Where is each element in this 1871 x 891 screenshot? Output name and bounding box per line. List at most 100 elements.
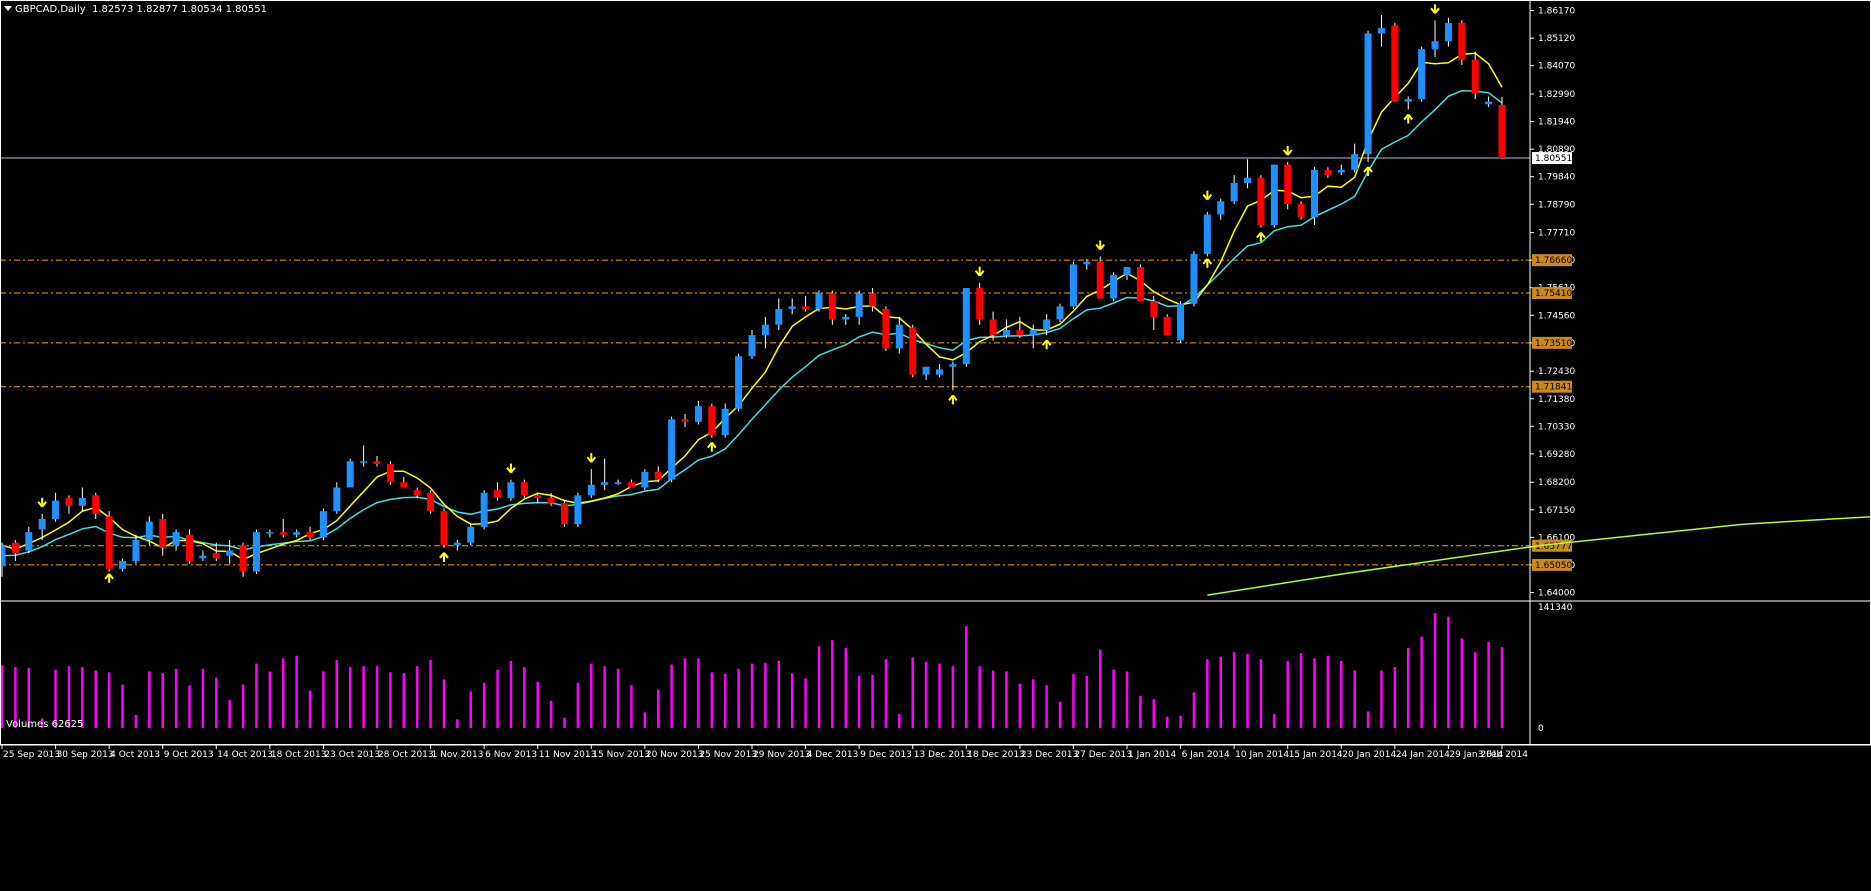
candle-body — [1337, 169, 1345, 173]
candle — [453, 539, 461, 551]
fractal-up-arrow — [1403, 113, 1414, 124]
candle-body — [614, 482, 622, 484]
fractal-down-arrow — [974, 266, 985, 277]
candle-body — [909, 327, 917, 375]
candle — [507, 479, 515, 501]
fractal-up-arrow — [439, 552, 449, 562]
candle — [1163, 314, 1171, 336]
candle-body — [828, 293, 836, 320]
candle-body — [1458, 22, 1466, 60]
candle-body — [802, 306, 810, 310]
candle-body — [467, 526, 475, 543]
candle-body — [1498, 105, 1506, 159]
candle — [186, 529, 193, 564]
candle — [1257, 175, 1265, 228]
candle-body — [226, 550, 234, 556]
candle — [721, 403, 729, 438]
outer-frame — [0, 0, 1871, 745]
chart-frame — [0, 0, 1871, 746]
date-label: 15 Jan 2014 — [1289, 750, 1343, 760]
candle — [1418, 46, 1426, 102]
level-price-label: 1.76660 — [1535, 256, 1572, 266]
date-label: 29 Nov 2013 — [753, 750, 811, 760]
candle-body — [1083, 261, 1091, 265]
candle — [11, 539, 19, 561]
candle — [293, 529, 301, 538]
candle-body — [1471, 59, 1479, 94]
price-tick-label: 1.78790 — [1538, 200, 1575, 210]
price-tick-label: 1.85120 — [1538, 34, 1575, 44]
candle-body — [1244, 177, 1252, 184]
moving-averages — [1, 52, 1871, 596]
date-label: 13 Dec 2013 — [914, 750, 972, 760]
candle — [828, 290, 836, 325]
level-price-tag — [1532, 336, 1572, 349]
ma-fast-line — [1, 52, 1503, 561]
volume-max-label: 141340 — [1538, 603, 1573, 613]
date-label: 30 Sep 2013 — [57, 750, 114, 760]
candle-body — [453, 542, 461, 546]
candle — [1230, 175, 1238, 205]
candle-body — [333, 487, 341, 512]
date-label: 1 Nov 2013 — [432, 750, 484, 760]
candle-body — [1377, 28, 1385, 34]
candle — [65, 495, 73, 514]
candle — [1177, 301, 1185, 344]
ma-mid-line — [1, 89, 1503, 557]
candle — [145, 516, 153, 546]
candle — [1203, 211, 1211, 257]
candle — [761, 316, 769, 349]
candle-body — [1297, 204, 1305, 218]
date-label: 15 Nov 2013 — [592, 750, 650, 760]
candle — [1485, 96, 1493, 107]
candle — [1364, 30, 1372, 163]
candle — [1096, 256, 1104, 299]
candle-body — [413, 490, 421, 496]
candle — [1016, 316, 1024, 338]
price-tick-label: 1.66100 — [1538, 533, 1575, 543]
candle — [775, 298, 783, 331]
candle — [1284, 162, 1292, 210]
ohlc-values: 1.82573 1.82877 1.80534 1.80551 — [92, 4, 267, 15]
date-label: 23 Dec 2013 — [1021, 750, 1079, 760]
level-price-tag — [1532, 558, 1572, 571]
candle-body — [855, 293, 863, 317]
candle — [1431, 20, 1439, 58]
candlesticks — [0, 15, 1506, 577]
volume-zero-label: 0 — [1538, 724, 1544, 734]
candle-body — [279, 532, 287, 535]
volume-bars: 141340 0 — [0, 603, 1573, 734]
price-tick-label: 1.82990 — [1538, 90, 1575, 100]
fractal-down-arrow — [1095, 240, 1105, 251]
candle — [105, 511, 113, 572]
candle — [25, 526, 33, 554]
candle — [1069, 261, 1077, 310]
candle — [989, 311, 997, 341]
candle-body — [400, 482, 408, 488]
candle-body — [922, 366, 930, 375]
candle-body — [78, 497, 86, 506]
candle-body — [949, 364, 957, 367]
candle-body — [520, 482, 528, 496]
candle-body — [427, 492, 435, 512]
candle-body — [1056, 306, 1064, 320]
date-label: 27 Dec 2013 — [1074, 750, 1132, 760]
current-price-tag — [1532, 152, 1572, 165]
candle-body — [1485, 101, 1493, 105]
candle — [654, 466, 662, 483]
candle — [748, 330, 756, 359]
candle-body — [11, 542, 19, 554]
price-tick-label: 1.71380 — [1538, 395, 1575, 405]
candle-body — [38, 518, 46, 530]
date-label: 4 Dec 2013 — [807, 750, 859, 760]
candle-body — [694, 406, 702, 422]
candle — [132, 534, 140, 564]
candle-body — [869, 293, 877, 307]
candle-body — [1029, 330, 1037, 336]
candle-body — [172, 532, 180, 546]
candle-body — [1404, 99, 1412, 102]
fractal-down-arrow — [1430, 4, 1440, 14]
dropdown-triangle-icon[interactable] — [4, 6, 12, 11]
candle-body — [882, 309, 890, 349]
